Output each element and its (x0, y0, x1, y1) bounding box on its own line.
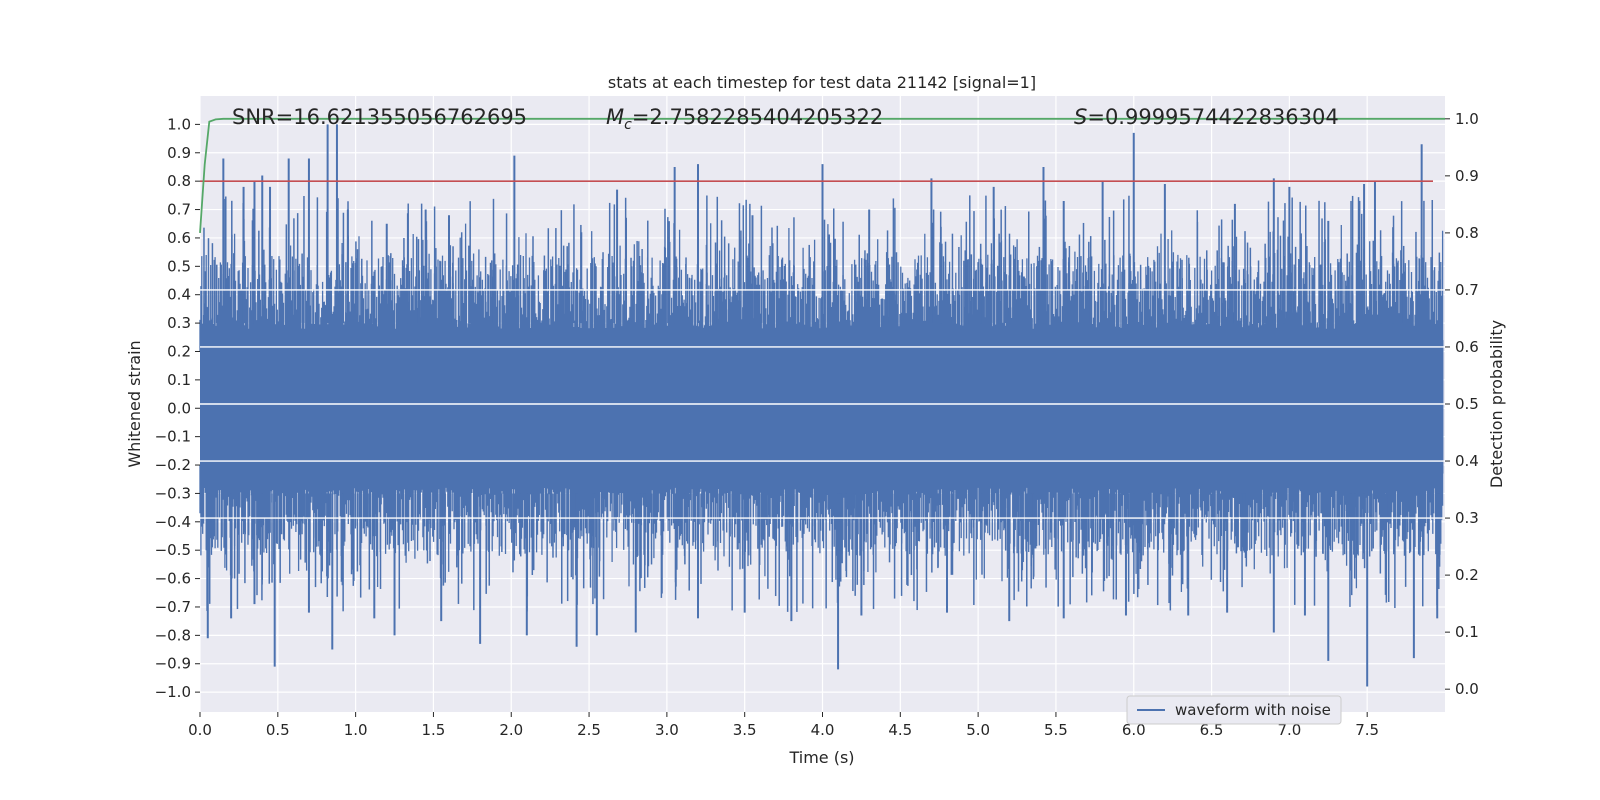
x-tick-label: 4.0 (811, 721, 835, 739)
y-right-tick-label: 0.4 (1455, 452, 1479, 470)
y-left-axis-label: Whitened strain (125, 340, 144, 467)
legend-label: waveform with noise (1175, 701, 1331, 719)
white-overlay-gridlines (200, 289, 1445, 519)
y-right-tick-label: 0.3 (1455, 509, 1479, 527)
y-left-tick-label: 0.0 (167, 399, 191, 417)
y-right-tick-label: 0.1 (1455, 623, 1479, 641)
mc-symbol: M (606, 105, 624, 129)
x-tick-label: 1.5 (422, 721, 446, 739)
x-tick-label: 2.5 (577, 721, 601, 739)
y-left-tick-label: 0.4 (167, 286, 191, 304)
x-tick-label: 3.0 (655, 721, 679, 739)
x-tick-label: 6.5 (1200, 721, 1224, 739)
y-left-tick-label: −1.0 (155, 683, 191, 701)
chart-title: stats at each timestep for test data 211… (608, 73, 1036, 92)
y-right-tick-label: 1.0 (1455, 110, 1479, 128)
y-left-tick-label: −0.6 (155, 570, 191, 588)
x-tick-label: 4.5 (888, 721, 912, 739)
y-right-tick-label: 0.6 (1455, 338, 1479, 356)
waveform-series (199, 124, 1444, 687)
probability-line (199, 117, 1445, 233)
y-left-tick-label: −0.5 (155, 541, 191, 559)
x-tick-label: 2.0 (499, 721, 523, 739)
y-right-tick-label: 0.7 (1455, 281, 1479, 299)
x-tick-label: 7.0 (1277, 721, 1301, 739)
y-left-tick-label: −0.7 (155, 598, 191, 616)
snr-annotation: SNR=16.621355056762695 (232, 105, 527, 129)
y-right-tick-label: 0.5 (1455, 395, 1479, 413)
y-right-tick-label: 0.9 (1455, 167, 1479, 185)
x-tick-label: 5.0 (966, 721, 990, 739)
s-annotation: S=0.9999574422836304 (1074, 105, 1339, 129)
x-tick-label: 5.5 (1044, 721, 1068, 739)
y-left-tick-label: 0.8 (167, 172, 191, 190)
y-left-tick-label: 1.0 (167, 115, 191, 133)
mc-annotation: Mc=2.7582285404205322 (606, 105, 883, 133)
mc-value: =2.7582285404205322 (632, 105, 883, 129)
x-tick-label: 7.5 (1355, 721, 1379, 739)
y-left-tick-label: 0.1 (167, 371, 191, 389)
x-tick-label: 1.0 (344, 721, 368, 739)
y-left-tick-label: −0.3 (155, 484, 191, 502)
x-tick-labels: 0.0 0.5 1.0 1.5 2.0 2.5 3.0 3.5 4.0 4.5 5.0 5.5 6.0 6… (188, 712, 1379, 739)
x-tick-label: 0.5 (266, 721, 290, 739)
y-left-tick-labels: 1.0 0.9 0.8 0.7 0.6 0.5 0.4 0.3 0.2 0.1 0.0 −0.1 −0.… (155, 115, 200, 701)
x-tick-label: 6.0 (1122, 721, 1146, 739)
y-left-tick-label: −0.4 (155, 513, 191, 531)
y-right-tick-labels: 1.0 0.9 0.8 0.7 0.6 0.5 0.4 0.3 0.2 0.1 0.0 (1445, 110, 1479, 698)
y-left-tick-label: −0.9 (155, 655, 191, 673)
y-left-tick-label: 0.2 (167, 342, 191, 360)
y-left-tick-label: 0.3 (167, 314, 191, 332)
x-axis-label: Time (s) (788, 748, 854, 767)
y-left-tick-label: 0.7 (167, 201, 191, 219)
y-left-tick-label: 0.6 (167, 229, 191, 247)
y-right-tick-label: 0.2 (1455, 566, 1479, 584)
x-tick-label: 0.0 (188, 721, 212, 739)
x-tick-label: 3.5 (733, 721, 757, 739)
y-left-tick-label: 0.9 (167, 144, 191, 162)
probability-series (199, 117, 1445, 233)
y-right-tick-label: 0.8 (1455, 224, 1479, 242)
y-left-tick-label: 0.5 (167, 257, 191, 275)
y-left-tick-label: −0.2 (155, 456, 191, 474)
waveform-core (200, 340, 1444, 474)
legend: waveform with noise (1126, 695, 1342, 725)
y-right-tick-label: 0.0 (1455, 680, 1479, 698)
mc-subscript: c (624, 117, 632, 133)
y-left-tick-label: −0.8 (155, 626, 191, 644)
s-symbol: S (1074, 105, 1087, 129)
s-value: =0.9999574422836304 (1087, 105, 1338, 129)
legend-box (1126, 695, 1342, 725)
y-right-axis-label: Detection probability (1487, 320, 1506, 488)
y-left-tick-label: −0.1 (155, 428, 191, 446)
